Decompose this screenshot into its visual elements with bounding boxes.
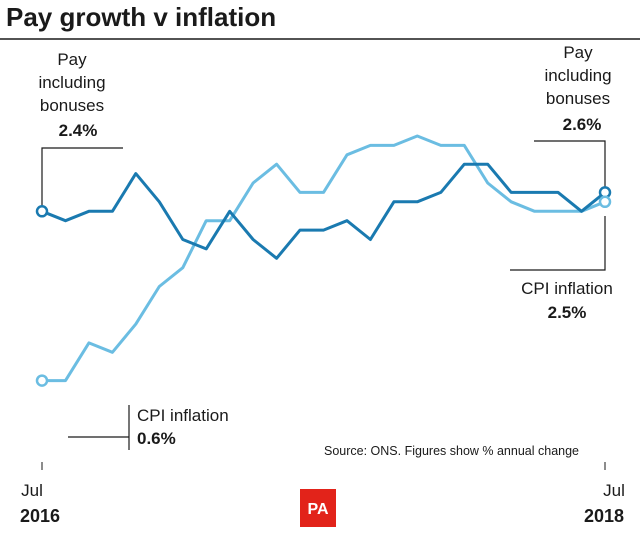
pay-end-label-line-3: bonuses xyxy=(546,89,610,108)
pay-end-value: 2.6% xyxy=(563,115,602,134)
pay-end-leader-line xyxy=(534,140,606,188)
x-tick-label-start-month: Jul xyxy=(21,481,43,500)
annotation-cpi-end: CPI inflation 2.5% xyxy=(510,216,613,322)
pay-start-label-line-3: bonuses xyxy=(40,96,104,115)
annotation-pay-start: Pay including bonuses 2.4% xyxy=(38,50,123,212)
pay-start-label-line-1: Pay xyxy=(57,50,87,69)
pay-start-label-line-2: including xyxy=(38,73,105,92)
cpi-end-label: CPI inflation xyxy=(521,279,613,298)
cpi-end-value: 2.5% xyxy=(548,303,587,322)
pay-line xyxy=(41,162,606,260)
x-axis: Jul 2016 Jul 2018 xyxy=(20,462,625,526)
series-layer xyxy=(41,134,606,383)
annotation-pay-end: Pay including bonuses 2.6% xyxy=(534,43,612,188)
endpoint-markers xyxy=(35,186,612,387)
cpi-marker-start xyxy=(35,374,49,387)
x-tick-label-start-year: 2016 xyxy=(20,506,60,526)
x-tick-label-end-year: 2018 xyxy=(584,506,624,526)
cpi-start-label: CPI inflation xyxy=(137,406,229,425)
x-tick-label-end-month: Jul xyxy=(603,481,625,500)
source-note: Source: ONS. Figures show % annual chang… xyxy=(324,444,579,458)
pa-logo-text: PA xyxy=(307,501,328,518)
cpi-start-value: 0.6% xyxy=(137,429,176,448)
pay-end-label-line-2: including xyxy=(544,66,611,85)
cpi-marker-end xyxy=(598,195,612,209)
annotation-cpi-start: CPI inflation 0.6% xyxy=(68,405,229,450)
pay-start-value: 2.4% xyxy=(59,121,98,140)
pa-logo: PA xyxy=(300,489,336,527)
pay-end-label-line-1: Pay xyxy=(563,43,593,62)
pay-marker-start xyxy=(35,205,49,218)
cpi-end-leader-line xyxy=(510,216,606,271)
cpi-line xyxy=(42,134,606,383)
pay-start-leader-line xyxy=(41,147,123,212)
pa-logo-background xyxy=(300,489,336,527)
chart-title: Pay growth v inflation xyxy=(6,2,276,32)
